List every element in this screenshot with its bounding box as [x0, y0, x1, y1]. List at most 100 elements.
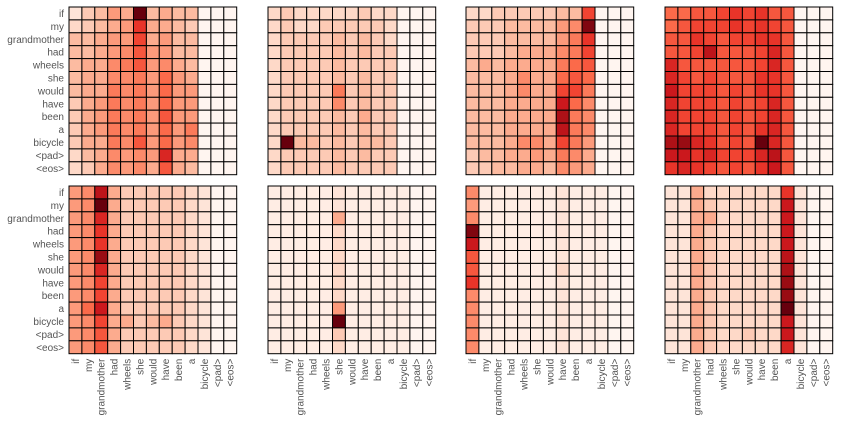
heatmap-cell — [465, 198, 480, 213]
heatmap-cell — [620, 148, 635, 163]
heatmap-cell — [568, 71, 583, 85]
heatmap-cell — [107, 327, 122, 342]
heatmap-cell — [780, 6, 795, 21]
heatmap-cell — [581, 83, 596, 98]
heatmap-cell — [729, 288, 743, 303]
heatmap-cell — [267, 224, 282, 239]
heatmap-cell — [120, 122, 134, 137]
heatmap-cell — [806, 224, 821, 239]
heatmap-cell — [267, 148, 282, 163]
heatmap-cell — [158, 6, 173, 21]
heatmap-cell — [754, 6, 769, 21]
heatmap-cell — [267, 198, 282, 213]
y-tick-label: a — [58, 125, 64, 136]
heatmap-cell — [555, 250, 570, 264]
heatmap-cell — [306, 32, 321, 47]
heatmap-cell — [690, 6, 705, 21]
heatmap-cell — [716, 275, 730, 290]
heatmap-cell — [555, 135, 570, 150]
heatmap-cell — [319, 314, 334, 329]
heatmap-cell — [767, 185, 782, 200]
heatmap-cell — [184, 96, 199, 111]
heatmap-cell — [422, 275, 437, 290]
heatmap-cell — [555, 45, 570, 60]
heatmap-cell — [370, 237, 385, 252]
heatmap-cell — [555, 262, 570, 277]
heatmap-cell — [491, 301, 506, 316]
heatmap-cell — [422, 122, 437, 137]
heatmap-cell — [145, 32, 160, 47]
heatmap-cell — [280, 198, 295, 213]
heatmap-cell — [344, 224, 359, 239]
heatmap-cell — [422, 211, 437, 226]
heatmap-cell — [517, 32, 531, 47]
heatmap-cell — [780, 301, 795, 316]
heatmap-cell — [729, 301, 743, 316]
heatmap-cell — [158, 19, 173, 34]
heatmap-cell — [620, 96, 635, 111]
heatmap-cell — [620, 314, 635, 329]
heatmap-cell — [607, 122, 622, 137]
heatmap-cell — [620, 250, 635, 264]
heatmap-cell — [133, 58, 147, 72]
heatmap-cell — [383, 211, 398, 226]
heatmap-cell — [107, 314, 122, 329]
heatmap-cell — [542, 211, 557, 226]
heatmap-cell — [357, 185, 372, 200]
heatmap-cell — [594, 58, 609, 72]
heatmap-cell — [293, 288, 308, 303]
heatmap-cell — [68, 58, 83, 72]
heatmap-cell — [383, 288, 398, 303]
heatmap-cell — [620, 301, 635, 316]
heatmap-cell — [133, 6, 147, 21]
heatmap-cell — [465, 96, 480, 111]
x-tick-label: been — [571, 359, 582, 381]
heatmap-cell — [741, 71, 756, 85]
heatmap-cell — [133, 161, 147, 176]
heatmap-cell — [81, 122, 96, 137]
heatmap-cell — [465, 45, 480, 60]
heatmap-cell — [793, 185, 808, 200]
x-tick-label: <eos> — [425, 359, 436, 387]
heatmap-cell — [767, 32, 782, 47]
heatmap-cell — [293, 6, 308, 21]
heatmap-cell — [145, 185, 160, 200]
heatmap-cell — [677, 185, 692, 200]
heatmap-cell — [741, 340, 756, 355]
heatmap-cell — [530, 340, 544, 355]
heatmap-cell — [716, 211, 730, 226]
heatmap-cell — [94, 314, 109, 329]
heatmap-cell — [491, 237, 506, 252]
heatmap-cell — [741, 237, 756, 252]
heatmap-cell — [542, 109, 557, 124]
heatmap-cell — [409, 71, 424, 85]
x-tick-label: a — [783, 358, 794, 364]
heatmap-cell — [780, 32, 795, 47]
heatmap-cell — [741, 58, 756, 72]
heatmap-cell — [197, 58, 212, 72]
heatmap-cell — [383, 185, 398, 200]
heatmap-cell — [332, 109, 346, 124]
heatmap-cell — [81, 71, 96, 85]
heatmap-cell — [594, 250, 609, 264]
heatmap-cell — [158, 71, 173, 85]
heatmap-cell — [716, 6, 730, 21]
heatmap-cell — [332, 340, 346, 355]
heatmap-cell — [357, 71, 372, 85]
heatmap-cell — [819, 45, 834, 60]
heatmap-cell — [184, 19, 199, 34]
heatmap-cell — [120, 314, 134, 329]
heatmap-cell — [780, 185, 795, 200]
heatmap-panel-8: if my grandmother had wheels she would have been… — [664, 185, 834, 415]
heatmap-cell — [555, 340, 570, 355]
heatmap-cell — [754, 314, 769, 329]
heatmap-cell — [171, 19, 186, 34]
heatmap-cell — [68, 288, 83, 303]
heatmap-cell — [504, 19, 519, 34]
heatmap-cell — [293, 58, 308, 72]
heatmap-cell — [344, 262, 359, 277]
heatmap-cell — [517, 135, 531, 150]
heatmap-cell — [81, 211, 96, 226]
heatmap-cell — [690, 58, 705, 72]
heatmap-cell — [517, 58, 531, 72]
